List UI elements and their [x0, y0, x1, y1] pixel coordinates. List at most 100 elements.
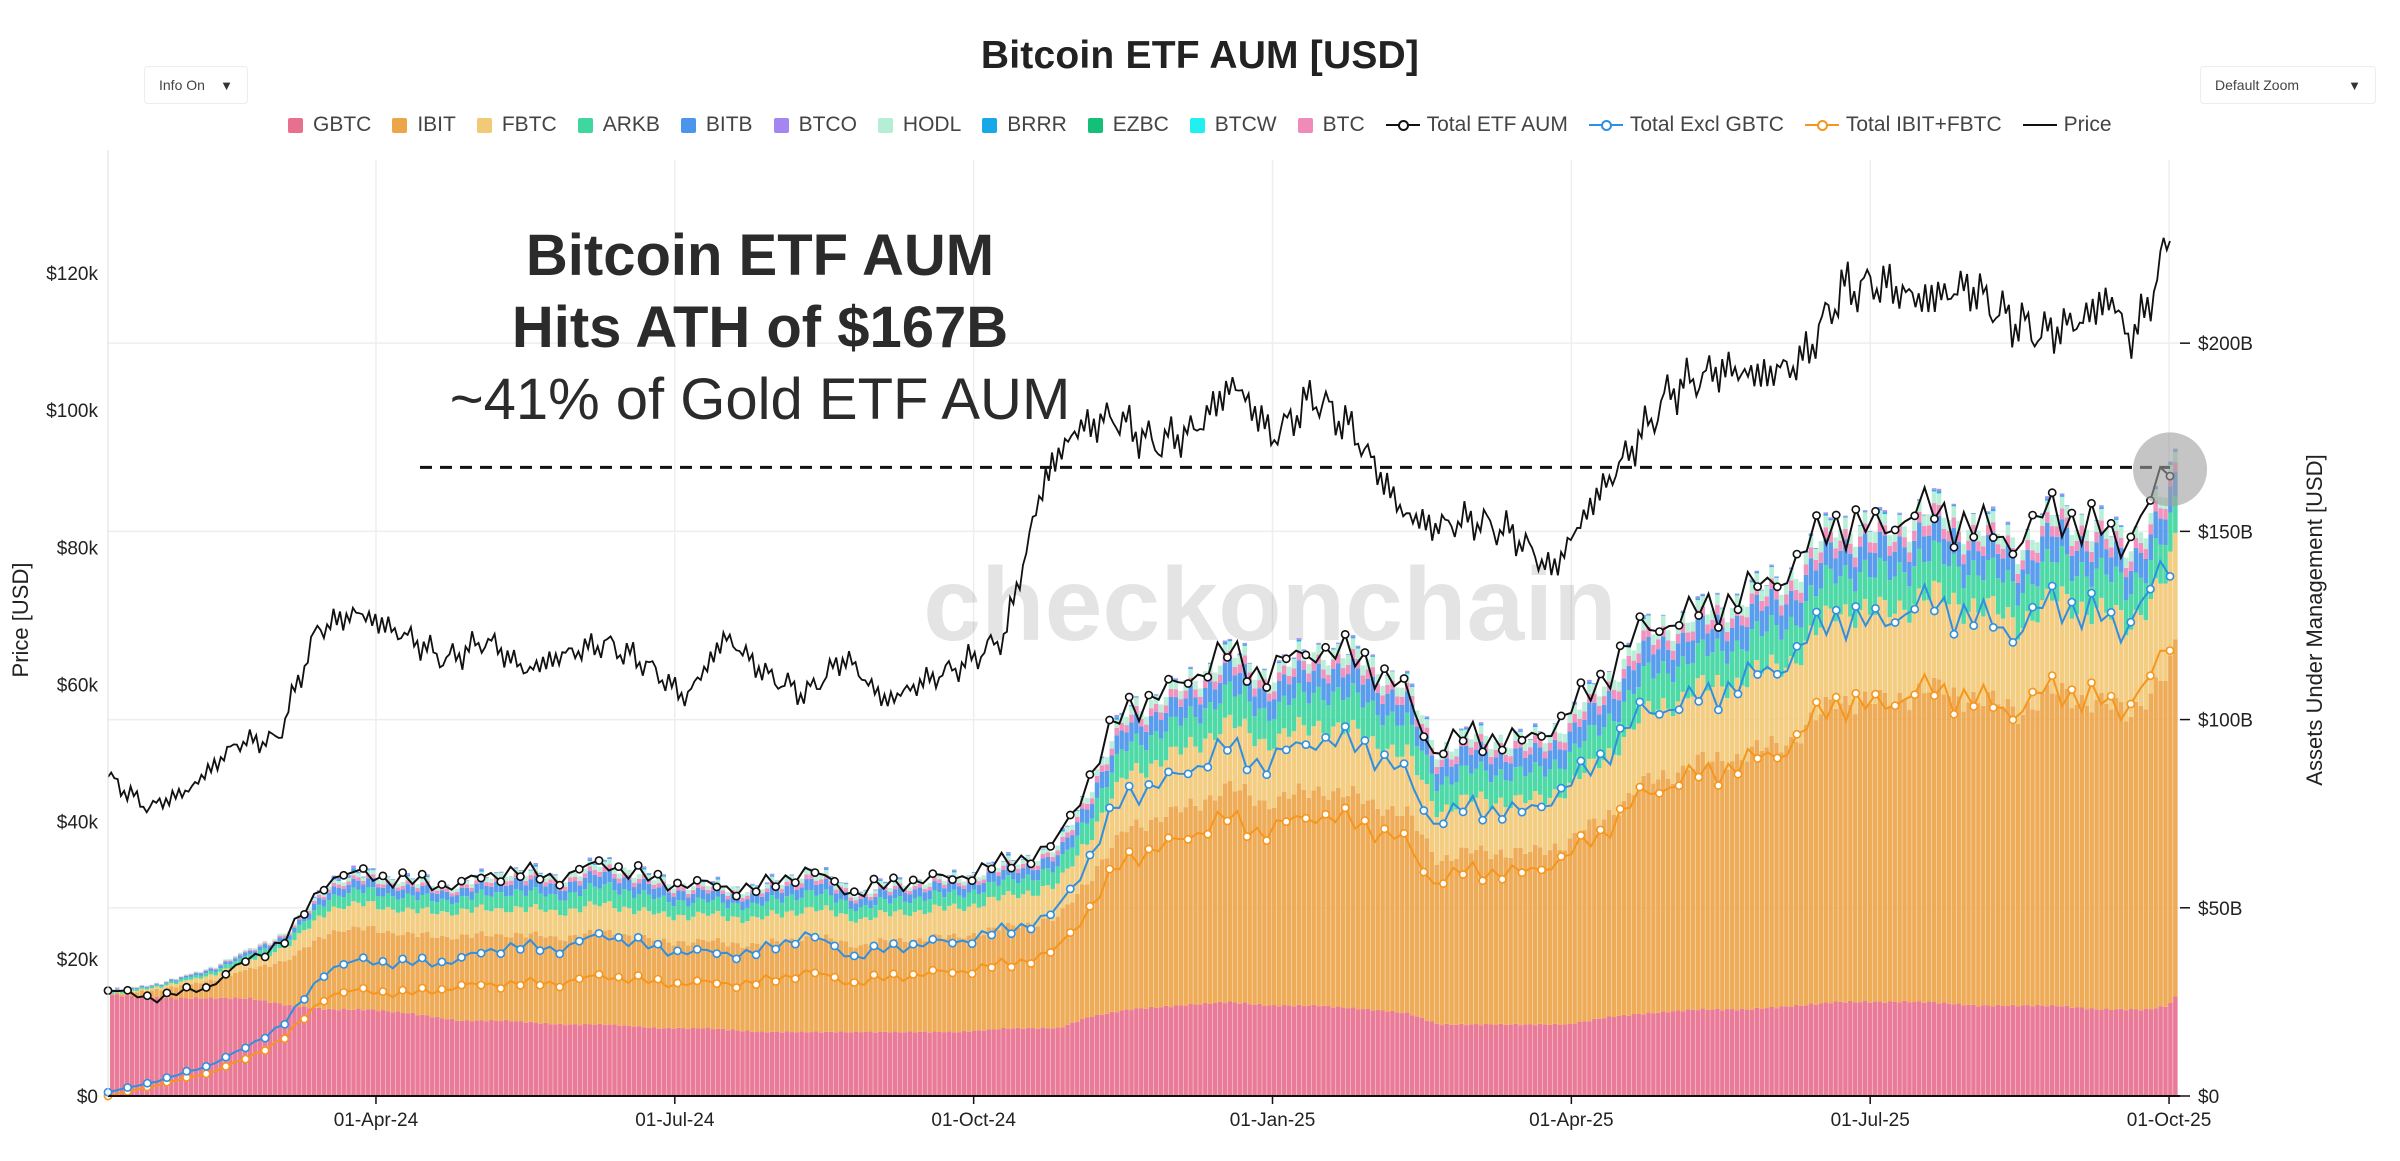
legend-item-ezbc[interactable]: EZBC — [1087, 113, 1169, 137]
bar-segment-bitb — [129, 987, 135, 989]
bar-segment-fbtc — [809, 906, 814, 936]
bar-segment-gbtc — [1272, 1005, 1277, 1096]
bar-segment-arkb — [1823, 565, 1829, 606]
bar-segment-gbtc — [558, 1023, 563, 1096]
bar-segment-bitb — [242, 952, 248, 956]
bar-segment-ibit — [1429, 851, 1435, 1022]
bar-segment-hodl — [174, 978, 179, 980]
total-etf-aum-point — [1105, 715, 1114, 725]
bar-segment-gbtc — [2010, 1004, 2016, 1096]
bar-segment-btc — [1065, 832, 1070, 838]
legend-item-btco[interactable]: BTCO — [773, 113, 857, 137]
bar-segment-arkb — [1587, 725, 1592, 759]
bar-segment-gbtc — [1651, 1013, 1656, 1096]
bar-segment-fbtc — [464, 909, 470, 935]
zoom-select-dropdown[interactable]: Default Zoom ▼ — [2200, 66, 2376, 104]
total-etf-aum-point — [1772, 582, 1782, 592]
legend-label: BTCO — [798, 113, 857, 136]
bar-segment-arkb — [2163, 545, 2168, 584]
bar-segment-ibit — [814, 939, 819, 1032]
bar-segment-fbtc — [1414, 775, 1420, 831]
bar-segment-fbtc — [523, 911, 529, 938]
bar-segment-hodl — [1060, 831, 1065, 837]
bar-segment-fbtc — [2109, 619, 2114, 710]
bar-segment-gbtc — [1779, 1006, 1784, 1096]
bar-segment-gbtc — [247, 997, 253, 1096]
bar-segment-gbtc — [1789, 1006, 1794, 1096]
bar-segment-arkb — [1272, 718, 1277, 749]
legend-item-arkb[interactable]: ARKB — [577, 113, 660, 137]
legend-item-total-excl-gbtc[interactable]: Total Excl GBTC — [1588, 113, 1784, 137]
legend-item-price[interactable]: Price — [2022, 113, 2112, 137]
bar-segment-btc — [567, 877, 573, 882]
bar-segment-gbtc — [1006, 1028, 1011, 1096]
bar-segment-fbtc — [1050, 888, 1055, 922]
legend-item-gbtc[interactable]: GBTC — [288, 113, 371, 137]
bar-segment-arkb — [1109, 772, 1115, 799]
bar-segment-btco — [1355, 645, 1361, 648]
bar-segment-gbtc — [1577, 1022, 1582, 1096]
bar-segment-gbtc — [449, 1018, 455, 1096]
bar-segment-gbtc — [1385, 1012, 1390, 1096]
bar-segment-hodl — [700, 882, 706, 887]
legend-item-brrr[interactable]: BRRR — [982, 113, 1067, 137]
bar-segment-arkb — [1661, 661, 1666, 699]
bar-segment-gbtc — [2173, 996, 2178, 1096]
bar-segment-ibit — [193, 982, 199, 998]
bar-segment-hodl — [1513, 732, 1518, 741]
bar-segment-btc — [577, 880, 583, 886]
bar-segment-fbtc — [252, 959, 258, 970]
bar-segment-arkb — [779, 902, 785, 918]
bar-segment-btc — [1060, 836, 1065, 842]
bar-segment-btc — [400, 885, 406, 890]
bar-segment-btc — [2049, 526, 2055, 537]
bar-segment-gbtc — [1030, 1028, 1036, 1096]
legend-item-btcw[interactable]: BTCW — [1189, 113, 1277, 137]
legend-item-total-etf-aum[interactable]: Total ETF AUM — [1385, 113, 1568, 137]
bar-segment-hodl — [1690, 621, 1696, 632]
legend-item-fbtc[interactable]: FBTC — [476, 113, 557, 137]
bar-segment-arkb — [1345, 697, 1351, 733]
bar-segment-ibit — [2158, 680, 2163, 1007]
bar-segment-hodl — [1700, 596, 1705, 607]
info-toggle-dropdown[interactable]: Info On ▼ — [144, 66, 248, 104]
bar-segment-bitb — [1877, 531, 1883, 558]
bar-segment-hodl — [1040, 849, 1046, 854]
bar-segment-fbtc — [1518, 794, 1523, 848]
bar-segment-ibit — [617, 938, 622, 1026]
bar-segment-btc — [2069, 545, 2075, 556]
bar-segment-hodl — [1286, 666, 1292, 676]
bar-segment-ibit — [1390, 805, 1395, 1011]
bar-segment-gbtc — [1601, 1018, 1607, 1096]
bar-segment-bitb — [1823, 538, 1829, 566]
legend-item-btc[interactable]: BTC — [1297, 113, 1365, 137]
legend-item-total-ibit-fbtc[interactable]: Total IBIT+FBTC — [1804, 113, 2002, 137]
bar-segment-arkb — [1739, 649, 1745, 686]
bar-segment-bitb — [2030, 560, 2035, 585]
bar-segment-btc — [2015, 573, 2021, 583]
bar-segment-arkb — [439, 898, 445, 912]
bar-segment-bitb — [1670, 659, 1676, 683]
bar-segment-arkb — [1385, 715, 1390, 749]
bar-segment-bitb — [1621, 678, 1627, 702]
bar-segment-btc — [1134, 706, 1139, 714]
bar-segment-fbtc — [671, 920, 676, 946]
bar-segment-bitb — [1340, 677, 1346, 701]
bar-segment-arkb — [233, 961, 238, 966]
bar-segment-fbtc — [306, 928, 312, 947]
bar-segment-arkb — [1518, 766, 1523, 795]
legend-item-bitb[interactable]: BITB — [680, 113, 753, 137]
bar-segment-hodl — [2104, 528, 2109, 540]
bar-segment-btc — [572, 876, 578, 882]
legend-item-ibit[interactable]: IBIT — [392, 113, 456, 137]
bar-segment-arkb — [1183, 718, 1188, 748]
bar-segment-bitb — [1089, 804, 1095, 819]
bar-segment-btco — [494, 872, 499, 873]
bar-segment-fbtc — [134, 990, 140, 993]
bar-segment-bitb — [1661, 636, 1666, 662]
bar-segment-gbtc — [1045, 1028, 1051, 1096]
total-excl-gbtc-point — [1792, 641, 1802, 651]
bar-segment-bitb — [991, 871, 996, 882]
legend-item-hodl[interactable]: HODL — [877, 113, 961, 137]
bar-segment-bitb — [380, 887, 386, 897]
